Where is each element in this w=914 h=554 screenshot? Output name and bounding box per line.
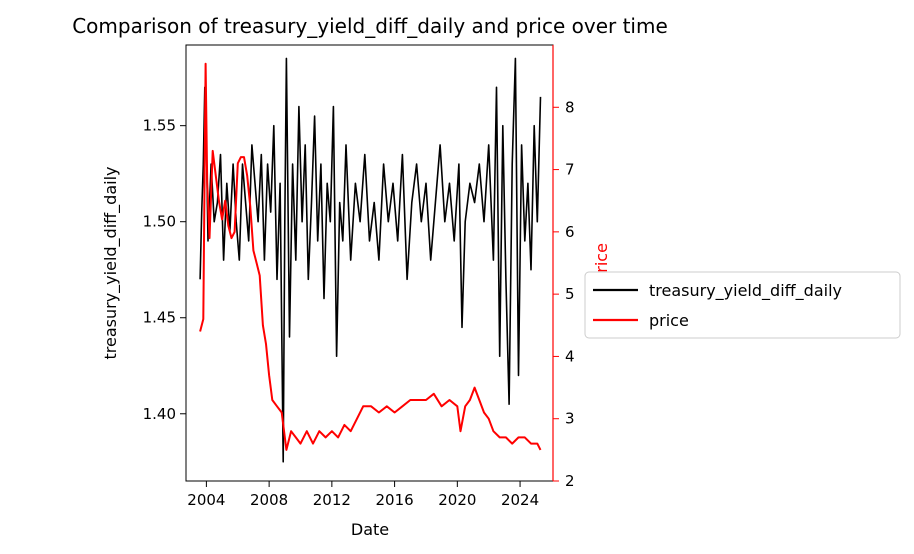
y-right-axis-ticks: 2 3 4 5 6 7 8 xyxy=(552,45,575,490)
legend: treasury_yield_diff_daily price xyxy=(584,271,901,339)
series-line-price xyxy=(199,62,542,451)
x-axis-label: Date xyxy=(351,520,389,539)
x-tick-label: 2024 xyxy=(501,491,539,509)
y-right-tick-label: 5 xyxy=(565,285,575,303)
y-left-axis-label: treasury_yield_diff_daily xyxy=(101,167,121,360)
y-left-tick-label: 1.45 xyxy=(143,309,176,327)
y-left-axis-ticks: 1.40 1.45 1.50 1.55 xyxy=(143,117,186,423)
x-tick-label: 2008 xyxy=(250,491,288,509)
y-right-tick-label: 7 xyxy=(565,161,575,179)
legend-label-price: price xyxy=(649,311,689,330)
series-layer xyxy=(199,57,542,463)
x-tick-label: 2012 xyxy=(313,491,351,509)
y-right-tick-label: 6 xyxy=(565,223,575,241)
y-left-tick-label: 1.50 xyxy=(143,213,176,231)
series-line-treasury xyxy=(199,57,542,463)
x-tick-label: 2016 xyxy=(376,491,414,509)
y-right-tick-label: 3 xyxy=(565,410,575,428)
y-left-tick-label: 1.40 xyxy=(143,405,176,423)
y-right-tick-label: 8 xyxy=(565,98,575,116)
chart-title: Comparison of treasury_yield_diff_daily … xyxy=(72,14,668,38)
legend-label-treasury: treasury_yield_diff_daily xyxy=(649,281,842,301)
y-left-tick-label: 1.55 xyxy=(143,117,176,135)
y-right-tick-label: 4 xyxy=(565,347,575,365)
legend-box xyxy=(584,271,901,339)
x-tick-label: 2020 xyxy=(438,491,476,509)
y-right-tick-label: 2 xyxy=(565,472,575,490)
x-axis-ticks: 2004 2008 2012 2016 2020 2024 xyxy=(187,481,539,509)
x-tick-label: 2004 xyxy=(187,491,225,509)
